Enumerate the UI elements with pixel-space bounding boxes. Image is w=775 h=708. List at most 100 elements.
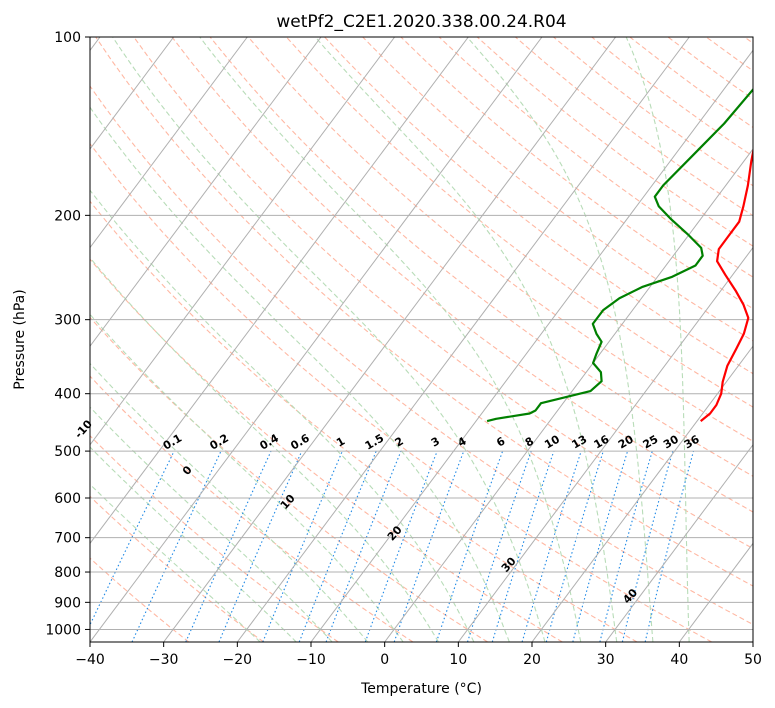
dry-adiabat-line (285, 37, 753, 408)
mixing-ratio-label: 2 (393, 435, 406, 450)
isotherm-line (605, 443, 753, 642)
dry-adiabat-line (90, 258, 563, 642)
mixing-ratio-line (644, 450, 695, 642)
dry-adiabat-line (324, 37, 753, 375)
moist-adiabat-line (90, 406, 333, 642)
dry-adiabat-line (90, 375, 414, 642)
y-tick-label: 900 (54, 595, 81, 611)
isotherm-line (163, 37, 617, 642)
moist-adiabat-line (90, 362, 369, 642)
isotherm-line (457, 246, 753, 642)
moist-adiabat-line (199, 37, 582, 642)
mixing-ratio-line (393, 450, 465, 642)
dry-adiabat-line (90, 142, 712, 642)
mixing-ratio-line (491, 450, 555, 642)
mixing-ratio-line (262, 450, 343, 642)
dry-adiabat-line (90, 85, 753, 626)
mixing-ratio-label: 1.5 (363, 432, 386, 453)
mixing-ratio-line (435, 450, 504, 642)
mixing-ratio-label: 10 (542, 432, 562, 451)
isotherm-line (752, 641, 753, 642)
dry-adiabat-label: 10 (278, 492, 298, 512)
moist-adiabat-line (90, 446, 297, 642)
mixing-ratio-line (599, 450, 653, 642)
x-tick-label: −10 (296, 652, 326, 668)
dry-adiabat-line (438, 37, 753, 278)
mixing-ratio-line (131, 450, 222, 642)
y-tick-label: 1000 (45, 622, 81, 638)
dry-adiabat-line (90, 557, 190, 642)
mixing-ratio-line (185, 450, 272, 642)
moist-adiabat-line (90, 189, 475, 642)
x-tick-label: 50 (744, 652, 762, 668)
x-tick-label: 30 (597, 652, 615, 668)
dry-adiabat-line (90, 316, 488, 642)
mixing-ratio-label: 6 (494, 434, 507, 449)
dry-adiabat-line (743, 37, 753, 44)
moist-adiabat-line (625, 37, 690, 642)
isotherm-line (236, 37, 690, 642)
x-tick-label: 40 (670, 652, 688, 668)
moist-adiabat-line (112, 37, 546, 642)
dry-adiabat-line (362, 37, 753, 342)
isotherm-line (90, 37, 175, 150)
dry-adiabat-line (133, 37, 753, 550)
mixing-ratio-label: 13 (570, 433, 590, 452)
plot-frame (89, 36, 754, 643)
moist-adiabat-line (90, 483, 261, 642)
x-tick-label: −20 (223, 652, 253, 668)
isotherm-line (678, 542, 753, 642)
y-tick-label: 700 (54, 531, 81, 547)
moist-adiabat-line (314, 37, 618, 642)
y-tick-label: 500 (54, 444, 81, 460)
isotherm-line (384, 148, 753, 642)
y-tick-label: 200 (54, 208, 81, 224)
mixing-ratio-label: 1 (334, 435, 347, 450)
mixing-ratio-label: 16 (592, 432, 612, 451)
dry-adiabat-line (400, 37, 753, 310)
dry-adiabat-line (90, 435, 339, 642)
mixing-ratio-label: 20 (616, 432, 636, 451)
mixing-ratio-line (572, 450, 629, 642)
mixing-ratio-line (218, 450, 303, 642)
isotherm-line (90, 37, 248, 249)
y-tick-label: 600 (54, 491, 81, 507)
isotherm-line (531, 345, 753, 642)
mixing-ratio-label: 0.6 (288, 431, 312, 452)
dry-adiabat-line (90, 200, 638, 642)
dry-adiabat-label: 20 (385, 523, 405, 543)
x-axis-label: Temperature (°C) (360, 681, 482, 697)
dry-adiabat-line (247, 37, 753, 442)
moist-adiabat-line (90, 256, 439, 642)
dry-adiabat-label: 40 (620, 586, 640, 606)
x-tick-label: 20 (523, 652, 541, 668)
y-tick-label: 800 (54, 565, 81, 581)
moist-adiabat-line (90, 106, 510, 642)
moist-adiabat-line (90, 313, 404, 642)
mixing-ratio-label: 25 (641, 433, 661, 452)
dry-adiabat-label: -20 (0, 376, 1, 400)
isotherm-line (90, 37, 396, 446)
mixing-ratio-line (621, 450, 674, 642)
mixing-ratio-line (364, 450, 438, 642)
y-tick-label: 100 (54, 30, 81, 46)
mixing-ratio-label: 3 (429, 435, 442, 450)
dewpoint-profile-line (486, 87, 753, 423)
x-tick-label: −40 (75, 652, 105, 668)
isotherm-line (310, 49, 753, 642)
x-tick-label: −30 (149, 652, 179, 668)
mixing-ratio-line (545, 450, 604, 642)
isotherm-line (90, 37, 543, 642)
dry-adiabat-line (209, 37, 753, 477)
mixing-ratio-label: 4 (455, 434, 468, 449)
y-tick-label: 400 (54, 387, 81, 403)
mixing-ratio-line (325, 450, 402, 642)
mixing-ratio-label: 30 (661, 432, 681, 451)
mixing-ratio-line (466, 450, 532, 642)
mixing-ratio-label: 0.2 (208, 432, 231, 453)
x-tick-label: 0 (380, 652, 389, 668)
mixing-ratio-line (90, 450, 175, 627)
dry-adiabat-line (171, 37, 753, 513)
mixing-ratio-line (521, 450, 582, 642)
